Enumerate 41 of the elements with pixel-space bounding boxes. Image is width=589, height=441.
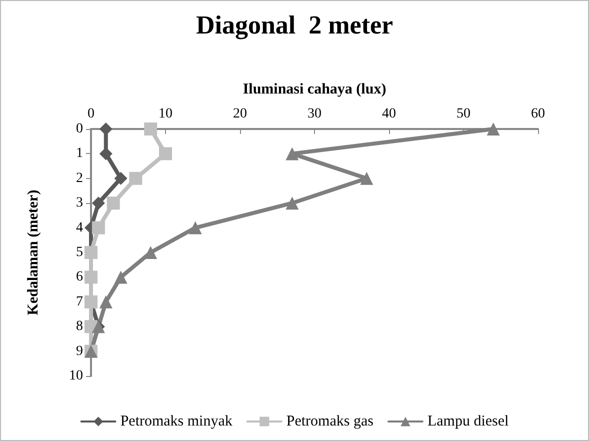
x-tick-label: 30 xyxy=(308,106,322,122)
point xyxy=(92,196,105,210)
point xyxy=(286,196,299,210)
point xyxy=(286,147,299,160)
point xyxy=(486,122,500,136)
point xyxy=(129,172,142,185)
x-tick-label: 20 xyxy=(233,106,247,122)
y-axis-title: Kedalaman (meter) xyxy=(26,190,42,316)
y-tick-label: 6 xyxy=(76,270,83,285)
y-tick-label: 5 xyxy=(76,245,83,260)
point xyxy=(360,172,374,185)
x-tick-label: 60 xyxy=(531,106,545,122)
point xyxy=(114,270,128,284)
legend-label: Petromaks minyak xyxy=(120,414,233,430)
point xyxy=(99,147,112,160)
y-tick-label: 10 xyxy=(69,368,83,384)
legend-label: Lampu diesel xyxy=(427,414,509,430)
y-tick-label: 2 xyxy=(76,170,83,186)
point xyxy=(159,147,172,160)
legend-label: Petromaks gas xyxy=(286,414,374,430)
x-axis-title: Iluminasi cahaya (lux) xyxy=(242,82,386,98)
y-tick-label: 3 xyxy=(76,196,83,211)
x-tick-label: 50 xyxy=(456,106,470,122)
y-tick-label: 7 xyxy=(76,294,83,310)
point xyxy=(144,122,158,136)
y-tick-label: 8 xyxy=(76,319,83,334)
y-tick-label: 1 xyxy=(76,146,83,162)
point xyxy=(99,295,112,308)
point xyxy=(188,221,202,234)
point xyxy=(99,122,112,136)
y-tick-label: 4 xyxy=(76,220,83,236)
y-tick-label: 0 xyxy=(76,122,83,136)
point xyxy=(92,221,105,234)
x-tick-label: 10 xyxy=(158,106,172,122)
point xyxy=(144,246,158,259)
chart-title: Diagonal 2 meter xyxy=(196,10,394,40)
x-tick-label: 0 xyxy=(88,106,94,122)
point xyxy=(106,196,120,210)
point xyxy=(114,172,128,185)
x-tick-label: 40 xyxy=(382,106,396,122)
y-tick-label: 9 xyxy=(76,344,83,359)
